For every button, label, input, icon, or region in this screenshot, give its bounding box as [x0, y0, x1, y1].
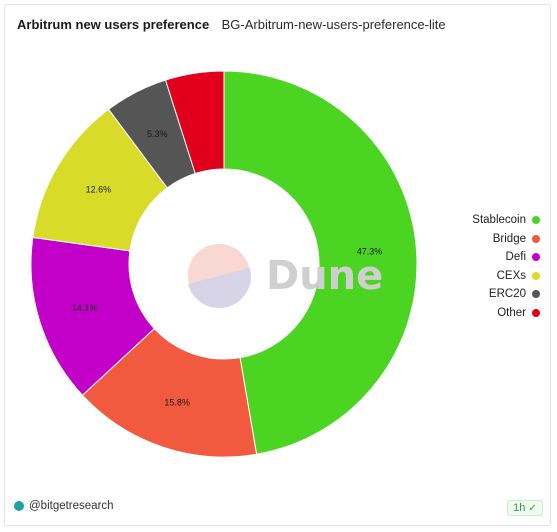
avatar-icon [14, 501, 24, 511]
slice-label-bridge: 15.8% [164, 397, 190, 407]
legend-item-bridge[interactable]: Bridge [440, 230, 540, 249]
slice-labels: 47.3% 15.8% 14.1% 12.6% 5.3% [72, 129, 382, 407]
slice-label-stablecoin: 47.3% [357, 247, 383, 257]
legend-item-defi[interactable]: Defi [440, 248, 540, 267]
donut-slices [30, 70, 418, 458]
legend-label: Defi [505, 251, 526, 264]
legend-dot-icon [532, 253, 540, 262]
slice-label-defi: 14.1% [72, 303, 98, 313]
refresh-badge[interactable]: 1h ✓ [507, 500, 543, 516]
legend-label: Other [497, 306, 526, 319]
legend-label: Bridge [492, 232, 526, 245]
legend-item-erc20[interactable]: ERC20 [440, 285, 540, 304]
refresh-label: 1h [513, 502, 526, 514]
check-circle-icon: ✓ [528, 502, 537, 514]
dune-watermark: Dune [188, 244, 383, 309]
legend-item-stablecoin[interactable]: Stablecoin [440, 211, 540, 230]
legend-label: Stablecoin [472, 214, 526, 227]
author-link[interactable]: @bitgetresearch [14, 500, 114, 512]
slice-label-erc20: 5.3% [147, 129, 168, 139]
legend-dot-icon [532, 234, 540, 243]
slice-bridge[interactable] [81, 327, 258, 458]
dune-logo-icon [188, 244, 252, 309]
chart-title: Arbitrum new users preference [17, 17, 210, 32]
slice-label-cexs: 12.6% [86, 185, 112, 195]
legend-item-cexs[interactable]: CEXs [440, 267, 540, 286]
author-name: @bitgetresearch [29, 500, 114, 512]
chart-legend: Stablecoin Bridge Defi CEXs ERC20 Other [440, 211, 540, 322]
legend-dot-icon [532, 308, 540, 317]
chart-header: Arbitrum new users preference BG-Arbitru… [17, 16, 446, 34]
legend-dot-icon [532, 290, 540, 299]
legend-dot-icon [532, 216, 540, 225]
legend-label: CEXs [496, 269, 526, 282]
legend-label: ERC20 [488, 288, 526, 301]
chart-subtitle: BG-Arbitrum-new-users-preference-lite [221, 17, 446, 32]
legend-item-other[interactable]: Other [440, 304, 540, 323]
legend-dot-icon [532, 271, 540, 280]
slice-stablecoin[interactable] [223, 70, 418, 455]
watermark-text: Dune [266, 253, 383, 299]
slice-other[interactable] [164, 70, 225, 175]
